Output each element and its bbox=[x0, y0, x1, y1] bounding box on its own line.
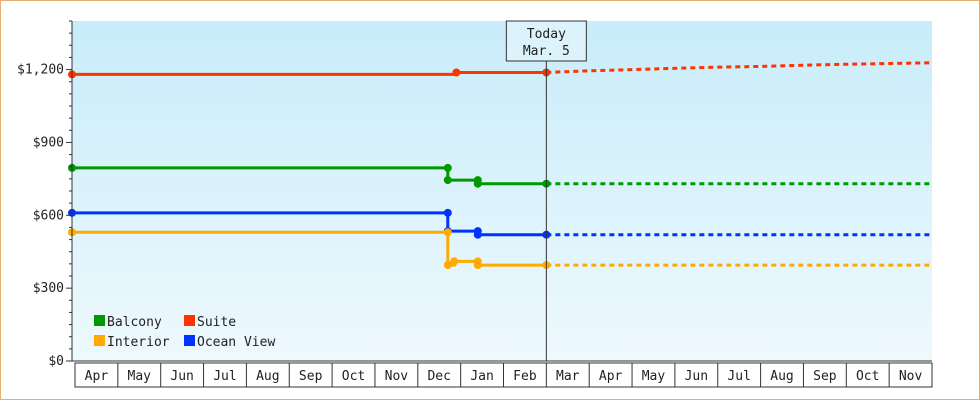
month-label: Jun bbox=[170, 369, 193, 384]
data-point bbox=[473, 179, 482, 188]
data-point bbox=[443, 208, 452, 217]
series-line bbox=[72, 166, 547, 186]
data-point bbox=[443, 163, 452, 172]
series-line bbox=[72, 211, 547, 237]
today-box bbox=[505, 20, 587, 62]
month-label: Oct bbox=[856, 369, 879, 384]
month-label: Mar bbox=[556, 369, 580, 384]
legend: Balcony Suite Interior Ocean View bbox=[94, 315, 275, 350]
y-tick-label: $600 bbox=[33, 208, 64, 223]
plot-background bbox=[72, 21, 932, 361]
month-label: Jul bbox=[727, 369, 750, 384]
legend-label: Ocean View bbox=[197, 335, 275, 350]
y-tick-label: $1,200 bbox=[17, 63, 64, 78]
series-suite bbox=[68, 61, 933, 79]
y-tick-label: $300 bbox=[33, 281, 64, 296]
month-label: Sep bbox=[813, 369, 837, 384]
legend-swatch bbox=[184, 335, 195, 346]
month-label: Feb bbox=[513, 369, 537, 384]
series-ocean-view bbox=[68, 208, 932, 239]
series-balcony bbox=[68, 163, 932, 188]
month-label: Jan bbox=[470, 369, 493, 384]
month-label: Aug bbox=[256, 369, 279, 384]
month-label: May bbox=[128, 369, 152, 384]
y-tick-label: $900 bbox=[33, 135, 64, 150]
y-ticks: $0 $300 $600 $900 $1,200 bbox=[17, 20, 72, 369]
month-label: Sep bbox=[299, 369, 323, 384]
legend-label: Interior bbox=[107, 335, 170, 350]
data-point bbox=[473, 261, 482, 270]
today-date: Mar. 5 bbox=[523, 44, 570, 59]
month-label: Nov bbox=[899, 369, 923, 384]
y-tick-label: $0 bbox=[48, 354, 64, 369]
data-point bbox=[450, 257, 459, 266]
month-label: Nov bbox=[385, 369, 409, 384]
month-label: Dec bbox=[427, 369, 450, 384]
series-forecast-line bbox=[546, 61, 933, 74]
month-labels: Apr May Jun Jul Aug Sep Oct Nov Dec Jan Feb Mar Apr M… bbox=[85, 363, 923, 387]
data-point bbox=[443, 228, 452, 237]
legend-swatch bbox=[94, 335, 105, 346]
month-label: Apr bbox=[85, 369, 109, 384]
month-label: Aug bbox=[770, 369, 793, 384]
month-label: Jun bbox=[685, 369, 708, 384]
today-marker: Today Mar. 5 bbox=[505, 20, 587, 361]
data-point bbox=[473, 230, 482, 239]
legend-swatch bbox=[184, 315, 195, 326]
month-label: Jul bbox=[213, 369, 236, 384]
data-point bbox=[443, 261, 452, 270]
today-label: Today bbox=[527, 27, 566, 42]
month-label: Oct bbox=[342, 369, 365, 384]
data-point bbox=[452, 68, 461, 77]
series-layer bbox=[68, 61, 933, 270]
month-label: Apr bbox=[599, 369, 623, 384]
legend-label: Balcony bbox=[107, 315, 162, 330]
legend-swatch bbox=[94, 315, 105, 326]
month-label: May bbox=[642, 369, 666, 384]
legend-label: Suite bbox=[197, 315, 236, 330]
data-point bbox=[443, 176, 452, 185]
